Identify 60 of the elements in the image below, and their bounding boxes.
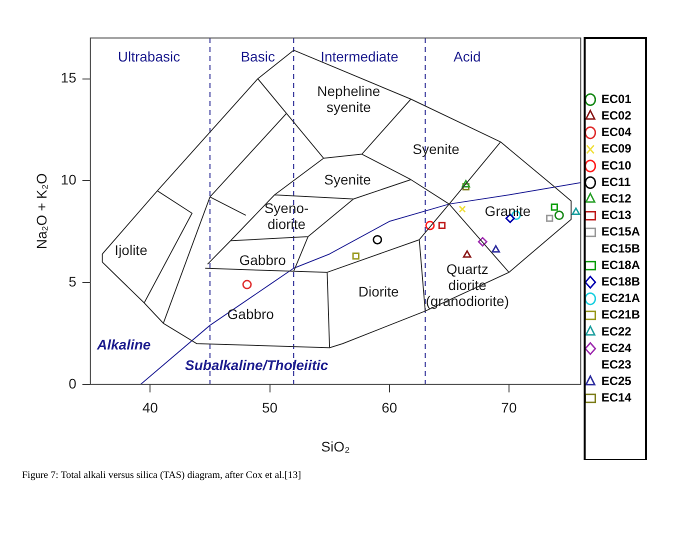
y-axis-title: Na₂O + K₂O	[33, 173, 50, 250]
legend-label: EC15A	[601, 224, 640, 239]
legend-label: EC22	[601, 324, 632, 338]
point	[372, 234, 382, 244]
annotation: Subalkaline/Tholeiitic	[185, 356, 328, 373]
annotation: Syeno- diorite	[264, 200, 310, 232]
legend-label: EC24	[601, 340, 632, 355]
annotation: Basic	[240, 48, 275, 64]
legend-label: EC18B	[601, 274, 640, 289]
point	[550, 204, 558, 211]
annotation: Diorite	[358, 284, 400, 300]
legend-label: EC11	[601, 174, 631, 189]
legend-label: EC14	[601, 390, 632, 405]
x-axis-title: SiO₂	[321, 438, 350, 454]
annotation: Intermediate	[320, 48, 399, 64]
point	[462, 180, 470, 188]
x-tick-label: 70	[501, 400, 517, 416]
caption: Figure 7: Total alkali versus silica (TAS) diagram, after Cox et al.[13]	[22, 470, 302, 481]
x-tick-label: 40	[142, 400, 158, 416]
annotation: Gabbro	[239, 252, 286, 268]
point	[242, 280, 252, 290]
legend-label: EC13	[601, 208, 632, 222]
point	[438, 222, 446, 230]
point	[554, 210, 564, 220]
annotation: Acid	[453, 48, 481, 64]
legend-label: EC10	[601, 158, 632, 172]
point	[572, 207, 580, 215]
point	[462, 250, 472, 258]
text: EC15B	[601, 241, 640, 256]
text: EC23	[601, 358, 632, 372]
legend-label: EC18A	[601, 258, 640, 272]
annotation: Gabbro	[227, 306, 274, 322]
point	[352, 252, 360, 260]
legend-label: EC01	[601, 92, 632, 106]
legend-label: EC12	[601, 192, 632, 206]
legend-label: EC04	[601, 125, 632, 140]
legend-label: EC02	[601, 108, 632, 123]
point	[462, 183, 470, 190]
legend-label: EC09	[601, 142, 632, 156]
annotation: Ultrabasic	[118, 48, 180, 64]
point	[425, 220, 435, 230]
annotation: Syenite	[324, 172, 372, 188]
y-tick-label: 15	[60, 70, 77, 86]
annotation: Alkaline	[96, 336, 151, 353]
y-tick-label: 5	[68, 273, 77, 290]
annotation: Granite	[484, 203, 531, 220]
legend-label: EC21A	[601, 291, 640, 306]
legend-label: EC21B	[601, 308, 640, 322]
y-tick-label: 10	[60, 171, 77, 188]
annotation: Syenite	[412, 140, 460, 157]
point	[492, 245, 500, 253]
annotation: Nepheline syenite	[317, 82, 380, 115]
x-tick-label: 50	[262, 400, 278, 416]
y-tick-label: 0	[68, 375, 77, 392]
x-tick-label: 60	[382, 400, 398, 416]
annotation: Ijolite	[114, 242, 148, 258]
point	[458, 206, 466, 213]
legend-label: EC25	[601, 374, 632, 388]
point	[546, 214, 554, 222]
point	[478, 237, 488, 247]
